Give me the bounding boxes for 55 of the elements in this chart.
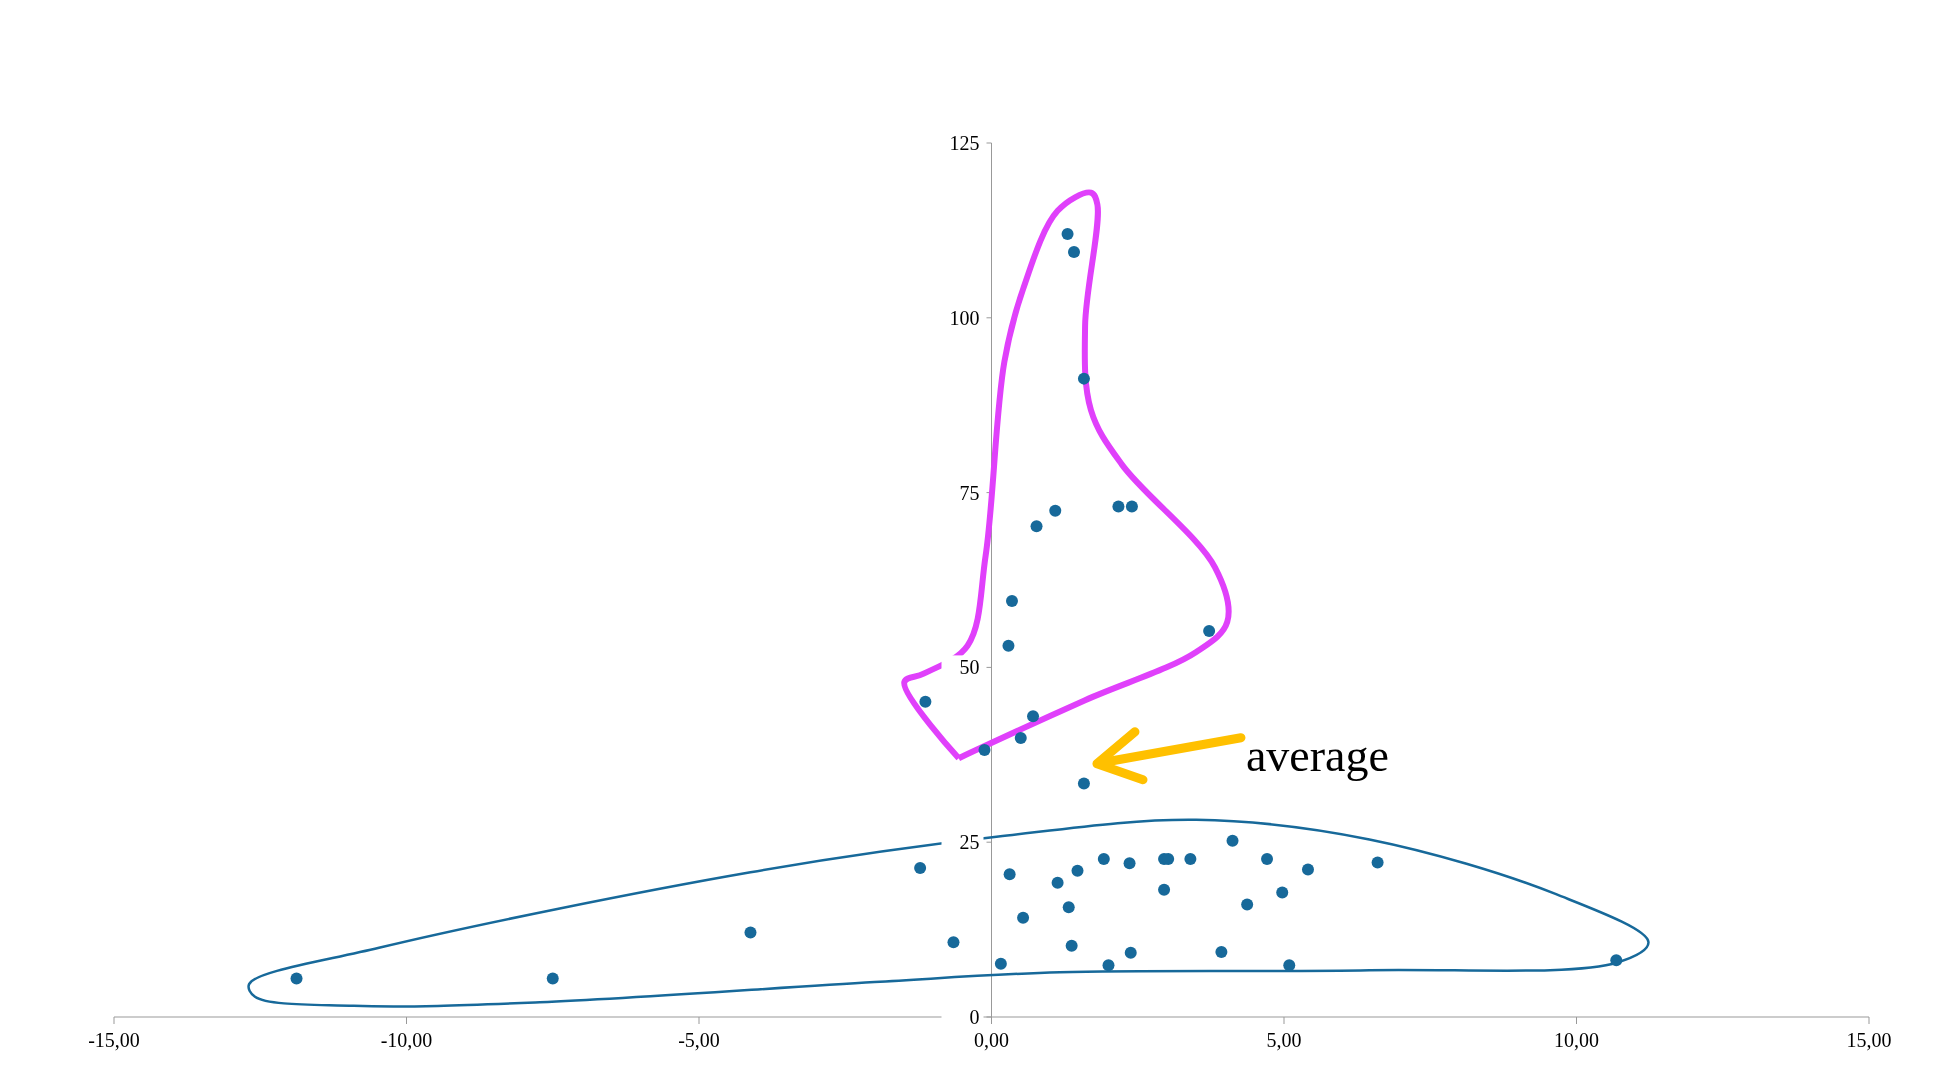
point: [1030, 520, 1043, 533]
point: [1184, 852, 1197, 865]
point: [1002, 639, 1015, 652]
y-tick-label: 125: [949, 132, 980, 154]
y-tick-label: 75: [959, 481, 980, 504]
x-tick-label: -10,00: [380, 1029, 433, 1051]
point: [1062, 901, 1075, 914]
point: [919, 695, 932, 708]
point: [1125, 500, 1138, 513]
point: [1203, 625, 1216, 638]
y-tick-label: 100: [949, 306, 980, 329]
point: [744, 926, 757, 939]
point: [1241, 898, 1254, 911]
point: [978, 743, 991, 756]
point: [1124, 946, 1137, 959]
point: [1097, 852, 1110, 865]
annotation: average: [1245, 729, 1389, 781]
point: [1027, 710, 1040, 723]
x-tick-label: 0,00: [974, 1029, 1009, 1051]
point: [1071, 864, 1084, 877]
point: [1077, 372, 1090, 385]
point: [1051, 876, 1064, 889]
point: [1158, 883, 1171, 896]
y-tick-label: 25: [959, 831, 980, 854]
x-tick-label: 10,00: [1554, 1029, 1599, 1051]
point: [1371, 856, 1384, 869]
point: [1610, 954, 1623, 967]
y-tick-label: 50: [959, 656, 980, 679]
x-tick-label: -5,00: [678, 1029, 720, 1051]
point: [1261, 852, 1274, 865]
point: [1017, 911, 1030, 924]
point: [1014, 732, 1027, 745]
point: [290, 972, 303, 985]
point: [1276, 886, 1289, 899]
point: [1003, 868, 1016, 881]
point: [1067, 246, 1080, 259]
x-tick-label: 5,00: [1266, 1029, 1302, 1051]
point: [1301, 863, 1314, 876]
point: [1226, 834, 1239, 847]
point: [546, 972, 559, 985]
point: [947, 936, 960, 949]
point: [994, 957, 1007, 970]
point: [1215, 945, 1228, 958]
point: [1102, 959, 1115, 972]
point: [914, 862, 927, 875]
point: [1123, 857, 1136, 870]
point: [1049, 504, 1062, 517]
point: [1065, 939, 1078, 952]
point: [1112, 500, 1125, 513]
x-tick-label: 15,00: [1846, 1029, 1892, 1051]
y-tick-label: 0: [969, 1006, 980, 1028]
point: [1077, 777, 1090, 790]
point: [1061, 227, 1074, 240]
x-tick-label: -15,00: [88, 1029, 140, 1051]
point: [1005, 594, 1018, 607]
